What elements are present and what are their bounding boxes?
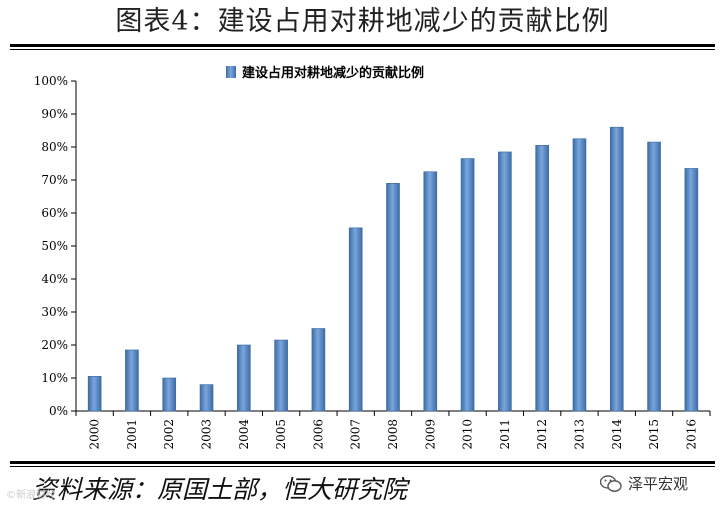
watermark-label: 泽平宏观	[628, 475, 689, 493]
y-tick-label: 0%	[49, 404, 68, 418]
title-rule	[10, 44, 715, 47]
x-tick-label: 2016	[684, 419, 698, 450]
bar-2008	[386, 183, 400, 412]
bar-2005	[274, 339, 288, 412]
x-tick-label: 2009	[423, 419, 437, 450]
x-tick-label: 2007	[349, 419, 363, 450]
x-tick-label: 2010	[461, 419, 475, 450]
x-tick-label: 2001	[125, 419, 139, 450]
y-tick-label: 50%	[41, 239, 68, 253]
x-tick-label: 2012	[535, 419, 549, 450]
bar-2014	[609, 126, 624, 412]
bar-2010	[460, 158, 475, 412]
x-tick-label: 2013	[572, 419, 586, 450]
source-note: 资料来源：原国土部，恒大研究院	[32, 475, 408, 504]
bar-2007	[348, 227, 363, 412]
bar-2003	[199, 384, 214, 412]
x-tick-label: 2011	[498, 419, 512, 450]
x-tick-label: 2000	[88, 419, 102, 450]
x-tick-label: 2006	[311, 419, 325, 450]
bar-2015	[647, 141, 661, 412]
legend-swatch	[226, 66, 236, 78]
bar-2004	[237, 344, 251, 412]
wechat-icon	[600, 474, 622, 492]
y-tick-label: 70%	[41, 173, 68, 187]
y-tick-label: 90%	[41, 107, 68, 121]
y-tick-label: 30%	[41, 305, 68, 319]
corner-watermark: ©新浪财经	[6, 490, 56, 501]
y-tick-label: 10%	[41, 371, 68, 385]
bar-chart: 建设占用对耕地减少的贡献比例 0% 10% 20% 30% 40% 50% 60% 70% 80…	[34, 65, 711, 450]
bar-2016	[684, 168, 699, 412]
watermark: 泽平宏观	[600, 473, 688, 494]
x-tick-label: 2014	[610, 419, 624, 450]
page-title: 图表4：建设占用对耕地减少的贡献比例	[115, 6, 610, 37]
legend-label: 建设占用对耕地减少的贡献比例	[242, 65, 424, 81]
x-tick-label: 2003	[200, 419, 214, 450]
y-tick-label: 100%	[34, 74, 68, 88]
x-tick-label: 2002	[162, 419, 176, 450]
bar-2000	[87, 376, 102, 412]
x-tick-label: 2004	[237, 419, 251, 450]
y-tick-label: 40%	[41, 272, 68, 286]
footer-rule-thin	[10, 466, 715, 467]
bar-2006	[311, 328, 326, 412]
bar-2012	[535, 145, 549, 412]
chart-legend: 建设占用对耕地减少的贡献比例	[226, 65, 424, 81]
y-tick-label: 60%	[41, 206, 68, 220]
y-tick-label: 20%	[41, 338, 68, 352]
bar-2001	[125, 349, 139, 412]
bar-2013	[572, 138, 587, 412]
bar-2009	[423, 171, 438, 412]
x-tick-label: 2008	[386, 419, 400, 450]
bar-2011	[498, 151, 512, 412]
title-rule-thin	[10, 49, 715, 50]
footer-rule	[10, 461, 715, 464]
x-tick-label: 2005	[274, 419, 288, 450]
y-tick-label: 80%	[41, 140, 68, 154]
bar-2002	[162, 377, 177, 412]
x-tick-label: 2015	[647, 419, 661, 450]
